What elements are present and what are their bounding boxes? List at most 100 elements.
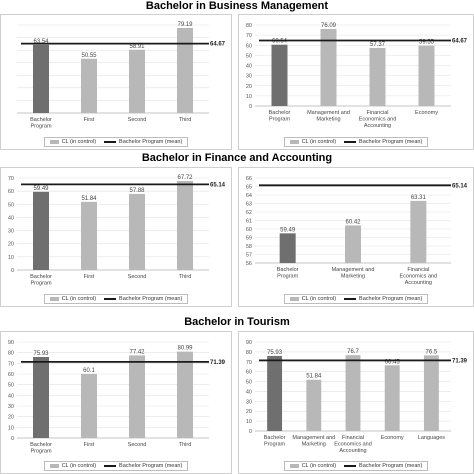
y-tick-label: 70 (246, 360, 252, 366)
y-tick-label: 60 (8, 189, 14, 195)
bar (369, 47, 386, 106)
y-tick-label: 60 (8, 372, 14, 378)
legend-bar-label: CL (in control) (301, 139, 337, 145)
x-tick-label: Bachelor Program (30, 442, 52, 455)
mean-label: 71.39 (210, 360, 226, 366)
data-label: 75.93 (267, 350, 283, 356)
y-tick-label: 60 (246, 370, 252, 376)
y-tick-label: 65 (246, 185, 252, 191)
chart-svg-tourism-by-year: 0 10 20 30 40 50 60 70 80 90 75.93 Bachelor Program 6… (8, 340, 226, 455)
legend: CL (in control) Bachelor Program (mean) (1, 137, 231, 147)
y-tick-label: 50 (8, 202, 14, 208)
chart-panel-business-by-major: 0 10 20 30 40 50 60 70 80 60.54 Bachelor Program 76.… (238, 14, 474, 150)
y-tick-label: 40 (246, 64, 252, 70)
y-tick-label: 57 (246, 253, 252, 259)
data-label: 50.55 (81, 53, 97, 59)
bar (81, 58, 97, 113)
y-tick-label: 20 (8, 415, 14, 421)
y-tick-label: 59 (246, 236, 252, 242)
mean-label: 71.39 (452, 358, 468, 364)
bar (33, 44, 49, 113)
x-tick-label: Bachelor Program (30, 117, 52, 130)
data-label: 59.55 (419, 40, 435, 46)
data-label: 66.45 (385, 359, 401, 365)
legend: CL (in control) Bachelor Program (mean) (239, 137, 473, 147)
mean-label: 65.14 (210, 182, 226, 188)
data-label: 77.42 (129, 349, 145, 355)
legend: CL (in control) Bachelor Program (mean) (1, 461, 231, 471)
y-tick-label: 40 (8, 393, 14, 399)
data-label: 67.72 (177, 175, 193, 181)
y-tick-label: 40 (246, 389, 252, 395)
y-tick-label: 10 (246, 94, 252, 100)
mean-label: 64.67 (210, 42, 226, 48)
y-tick-label: 0 (249, 429, 252, 435)
chart-panel-finance-by-year: 0 10 20 30 40 50 60 70 59.49 Bachelor Program 51.84… (0, 167, 232, 307)
bar (423, 355, 439, 431)
y-tick-label: 30 (8, 404, 14, 410)
y-tick-label: 30 (246, 74, 252, 80)
chart-svg-business-by-year: 63.54 Bachelor Program 50.55 First 58.91 Secon… (17, 22, 226, 130)
data-label: 58.91 (129, 44, 145, 50)
chart-panel-business-by-year: 63.54 Bachelor Program 50.55 First 58.91 Secon… (0, 14, 232, 150)
x-tick-label: Financial Economics and Accounting (359, 110, 397, 129)
data-label: 60.1 (83, 368, 95, 374)
chart-panel-tourism-by-year: 0 10 20 30 40 50 60 70 80 90 75.93 Bachelor Program 6… (0, 331, 232, 474)
x-tick-label: Third (179, 117, 192, 123)
section-title-business: Bachelor in Business Management (145, 0, 329, 12)
bar (177, 351, 193, 438)
y-tick-label: 61 (246, 219, 252, 225)
y-tick-label: 10 (246, 419, 252, 425)
y-tick-label: 50 (8, 383, 14, 389)
x-tick-label: Second (128, 442, 147, 448)
x-tick-label: First (84, 274, 95, 280)
legend-line-label: Bachelor Program (mean) (119, 463, 183, 469)
x-tick-label: Languages (418, 435, 445, 441)
legend-bar-swatch (289, 297, 299, 301)
data-label: 75.93 (33, 351, 49, 357)
chart-svg-tourism-by-major: 0 10 20 30 40 50 60 70 80 90 75.93 Bachelor Program 5… (246, 340, 468, 454)
legend-line-swatch (104, 465, 117, 467)
bar (81, 373, 97, 438)
data-label: 63.31 (411, 195, 427, 201)
legend-line-label: Bachelor Program (mean) (359, 296, 423, 302)
legend: CL (in control) Bachelor Program (mean) (239, 294, 473, 304)
x-tick-label: First (84, 442, 95, 448)
x-tick-label: Economy (415, 110, 438, 116)
data-label: 76.5 (426, 349, 438, 355)
y-tick-label: 80 (8, 351, 14, 357)
y-tick-label: 80 (246, 350, 252, 356)
y-tick-label: 50 (246, 53, 252, 59)
legend: CL (in control) Bachelor Program (mean) (1, 294, 231, 304)
x-tick-label: Bachelor Program (277, 267, 299, 280)
bar (33, 357, 49, 438)
data-label: 80.99 (177, 346, 193, 352)
chart-panel-finance-by-major: 56 57 58 59 60 61 62 63 64 65 66 59.49 Bachelor Progr… (238, 167, 474, 307)
y-tick-label: 66 (246, 176, 252, 182)
legend-line-swatch (104, 141, 117, 143)
legend-bar-label: CL (in control) (301, 463, 337, 469)
legend-bar-swatch (289, 464, 299, 468)
y-tick-label: 64 (246, 193, 252, 199)
bar (267, 355, 283, 431)
y-tick-label: 20 (246, 409, 252, 415)
legend-bar-swatch (289, 140, 299, 144)
legend-line-label: Bachelor Program (mean) (359, 463, 423, 469)
legend: CL (in control) Bachelor Program (mean) (239, 461, 473, 471)
legend-bar-swatch (49, 464, 59, 468)
data-label: 51.84 (306, 374, 322, 380)
legend-bar-label: CL (in control) (61, 296, 97, 302)
y-tick-label: 70 (8, 176, 14, 182)
data-label: 63.54 (33, 39, 49, 45)
legend-bar-swatch (49, 140, 59, 144)
x-tick-label: Bachelor Program (30, 274, 52, 287)
y-tick-label: 63 (246, 202, 252, 208)
chart-panel-tourism-by-major: 0 10 20 30 40 50 60 70 80 90 75.93 Bachelor Program 5… (238, 331, 474, 474)
data-label: 79.19 (177, 22, 193, 28)
legend-line-swatch (344, 465, 357, 467)
y-tick-label: 0 (11, 436, 14, 442)
bar (384, 365, 400, 431)
bar (177, 28, 193, 113)
y-tick-label: 40 (8, 215, 14, 221)
x-tick-label: Economy (381, 435, 404, 441)
